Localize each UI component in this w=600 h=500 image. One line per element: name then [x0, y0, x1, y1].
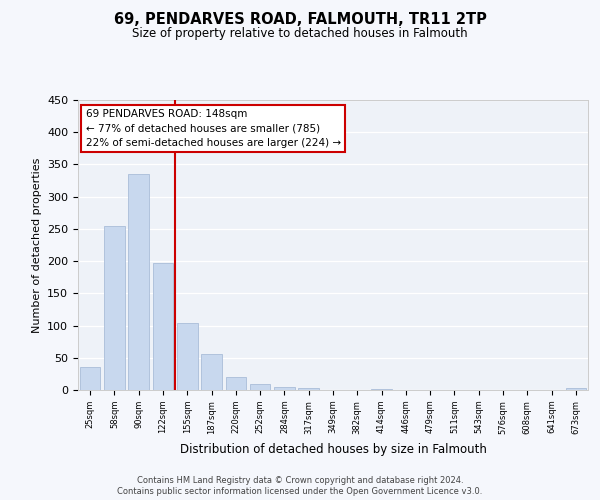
Bar [274, 387, 295, 390]
Text: Contains HM Land Registry data © Crown copyright and database right 2024.: Contains HM Land Registry data © Crown c… [137, 476, 463, 485]
Bar [566, 388, 586, 390]
Bar [298, 388, 319, 390]
Text: Size of property relative to detached houses in Falmouth: Size of property relative to detached ho… [132, 28, 468, 40]
Bar [201, 354, 222, 390]
Text: 69 PENDARVES ROAD: 148sqm
← 77% of detached houses are smaller (785)
22% of semi: 69 PENDARVES ROAD: 148sqm ← 77% of detac… [86, 108, 341, 148]
Text: Distribution of detached houses by size in Falmouth: Distribution of detached houses by size … [179, 442, 487, 456]
Bar [80, 368, 100, 390]
Bar [226, 377, 246, 390]
Text: Contains public sector information licensed under the Open Government Licence v3: Contains public sector information licen… [118, 488, 482, 496]
Y-axis label: Number of detached properties: Number of detached properties [32, 158, 41, 332]
Bar [152, 263, 173, 390]
Bar [104, 226, 125, 390]
Bar [250, 384, 271, 390]
Bar [177, 323, 197, 390]
Text: 69, PENDARVES ROAD, FALMOUTH, TR11 2TP: 69, PENDARVES ROAD, FALMOUTH, TR11 2TP [113, 12, 487, 28]
Bar [371, 388, 392, 390]
Bar [128, 174, 149, 390]
